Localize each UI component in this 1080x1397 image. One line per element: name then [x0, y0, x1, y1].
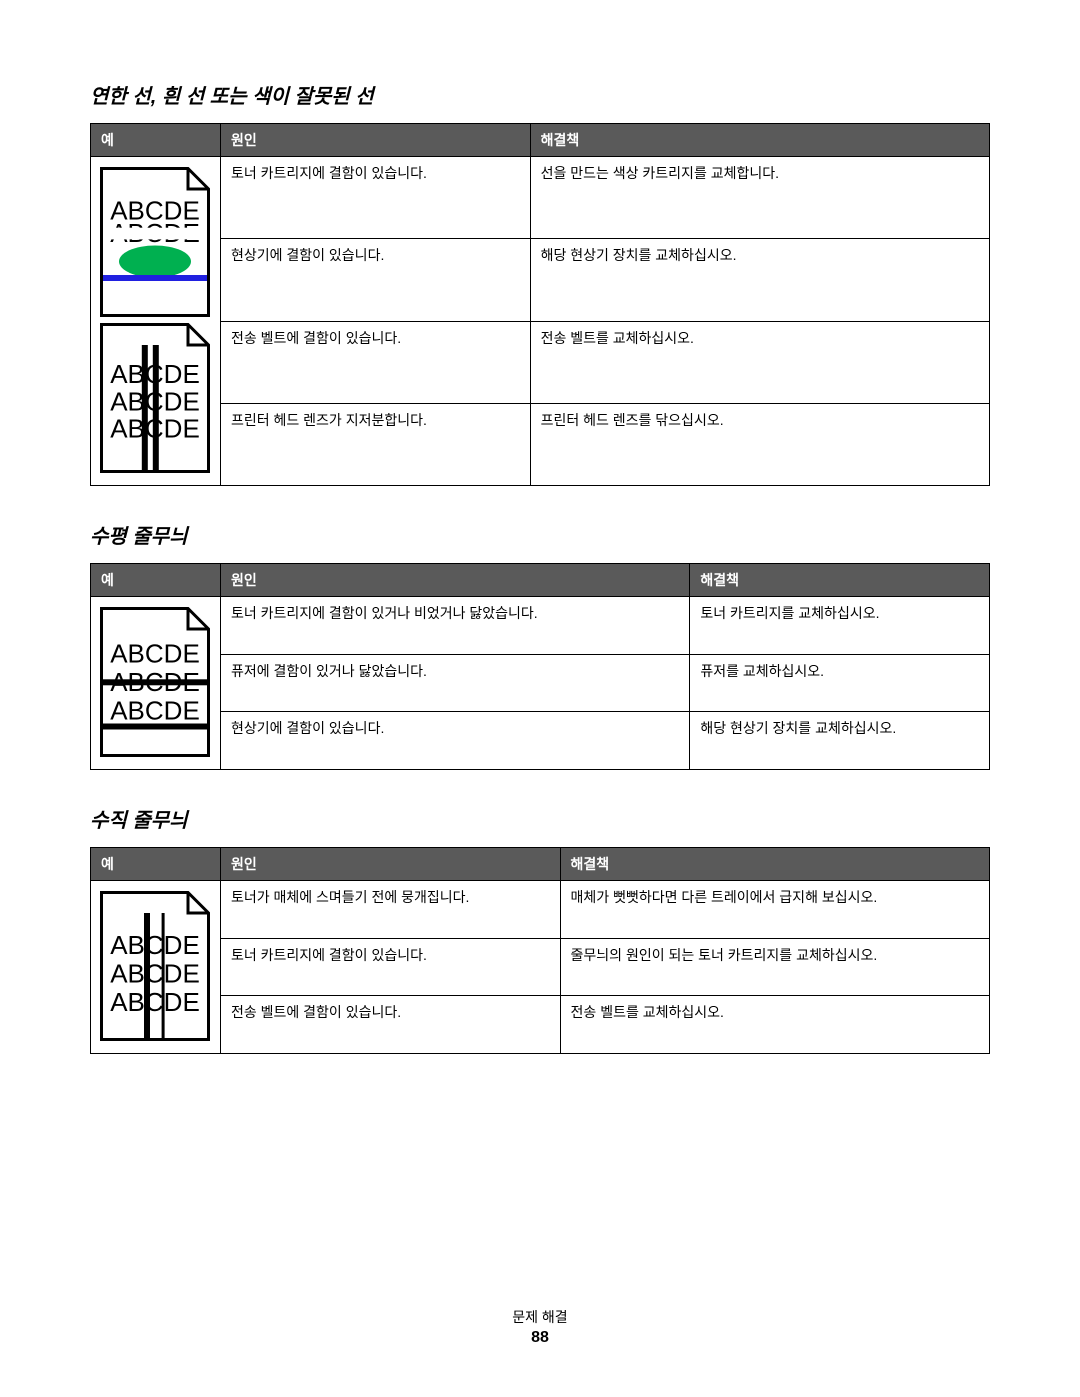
column-header: 해결책	[560, 848, 989, 881]
column-header: 원인	[220, 564, 689, 597]
column-header: 해결책	[530, 124, 989, 157]
table-row: 토너 카트리지에 결함이 있습니다.줄무늬의 원인이 되는 토너 카트리지를 교…	[91, 938, 990, 996]
cause-cell: 현상기에 결함이 있습니다.	[220, 712, 689, 770]
section-title: 연한 선, 흰 선 또는 색이 잘못된 선	[90, 80, 990, 109]
cause-cell: 토너 카트리지에 결함이 있거나 비었거나 닳았습니다.	[220, 597, 689, 655]
solution-cell: 전송 벨트를 교체하십시오.	[530, 321, 989, 403]
svg-text:ABCDE: ABCDE	[111, 930, 201, 960]
example-illustration: ABCDEABCDEABCDE	[100, 607, 210, 757]
cause-cell: 전송 벨트에 결함이 있습니다.	[220, 321, 530, 403]
cause-cell: 토너 카트리지에 결함이 있습니다.	[220, 938, 560, 996]
example-illustration: ABCDEABCDEABCDE	[100, 891, 210, 1041]
table-row: 퓨저에 결함이 있거나 닳았습니다.퓨저를 교체하십시오.	[91, 654, 990, 712]
troubleshoot-table: 예원인해결책ABCDEABCDEABCDE토너가 매체에 스며들기 전에 뭉개집…	[90, 847, 990, 1054]
column-header: 예	[91, 564, 221, 597]
section-title: 수직 줄무늬	[90, 804, 990, 833]
table-row: ABCDEABCDEABCDE토너가 매체에 스며들기 전에 뭉개집니다.매체가…	[91, 881, 990, 939]
table-row: ABCDEABCDEABCDEABCDEABCDE토너 카트리지에 결함이 있습…	[91, 157, 990, 239]
cause-cell: 퓨저에 결함이 있거나 닳았습니다.	[220, 654, 689, 712]
solution-cell: 줄무늬의 원인이 되는 토너 카트리지를 교체하십시오.	[560, 938, 989, 996]
troubleshoot-section: 수직 줄무늬예원인해결책ABCDEABCDEABCDE토너가 매체에 스며들기 …	[90, 804, 990, 1054]
page-number: 88	[0, 1329, 1080, 1347]
solution-cell: 퓨저를 교체하십시오.	[690, 654, 990, 712]
svg-text:ABCDE: ABCDE	[111, 696, 201, 726]
troubleshoot-table: 예원인해결책ABCDEABCDEABCDEABCDEABCDE토너 카트리지에 …	[90, 123, 990, 486]
solution-cell: 해당 현상기 장치를 교체하십시오.	[530, 239, 989, 321]
example-cell: ABCDEABCDEABCDE	[91, 881, 221, 1054]
example-cell: ABCDEABCDEABCDE	[91, 597, 221, 770]
example-cell: ABCDEABCDEABCDEABCDEABCDE	[91, 157, 221, 486]
cause-cell: 현상기에 결함이 있습니다.	[220, 239, 530, 321]
column-header: 원인	[220, 124, 530, 157]
table-row: 현상기에 결함이 있습니다.해당 현상기 장치를 교체하십시오.	[91, 712, 990, 770]
solution-cell: 토너 카트리지를 교체하십시오.	[690, 597, 990, 655]
solution-cell: 매체가 뻣뻣하다면 다른 트레이에서 급지해 보십시오.	[560, 881, 989, 939]
footer-label: 문제 해결	[0, 1307, 1080, 1327]
svg-text:ABCDE: ABCDE	[111, 639, 201, 669]
column-header: 원인	[220, 848, 560, 881]
solution-cell: 전송 벨트를 교체하십시오.	[560, 996, 989, 1054]
column-header: 해결책	[690, 564, 990, 597]
table-row: 프린터 헤드 렌즈가 지저분합니다.프린터 헤드 렌즈를 닦으십시오.	[91, 403, 990, 485]
cause-cell: 토너 카트리지에 결함이 있습니다.	[220, 157, 530, 239]
troubleshoot-table: 예원인해결책ABCDEABCDEABCDE토너 카트리지에 결함이 있거나 비었…	[90, 563, 990, 770]
solution-cell: 프린터 헤드 렌즈를 닦으십시오.	[530, 403, 989, 485]
example-illustration: ABCDEABCDEABCDE	[100, 323, 210, 473]
column-header: 예	[91, 124, 221, 157]
example-illustration: ABCDEABCDE	[100, 167, 210, 317]
svg-text:ABCDE: ABCDE	[111, 959, 201, 989]
troubleshoot-section: 연한 선, 흰 선 또는 색이 잘못된 선예원인해결책ABCDEABCDEABC…	[90, 80, 990, 486]
cause-cell: 전송 벨트에 결함이 있습니다.	[220, 996, 560, 1054]
troubleshoot-section: 수평 줄무늬예원인해결책ABCDEABCDEABCDE토너 카트리지에 결함이 …	[90, 520, 990, 770]
table-row: 전송 벨트에 결함이 있습니다.전송 벨트를 교체하십시오.	[91, 321, 990, 403]
table-row: 전송 벨트에 결함이 있습니다.전송 벨트를 교체하십시오.	[91, 996, 990, 1054]
solution-cell: 선을 만드는 색상 카트리지를 교체합니다.	[530, 157, 989, 239]
table-row: ABCDEABCDEABCDE토너 카트리지에 결함이 있거나 비었거나 닳았습…	[91, 597, 990, 655]
solution-cell: 해당 현상기 장치를 교체하십시오.	[690, 712, 990, 770]
table-row: 현상기에 결함이 있습니다.해당 현상기 장치를 교체하십시오.	[91, 239, 990, 321]
column-header: 예	[91, 848, 221, 881]
cause-cell: 토너가 매체에 스며들기 전에 뭉개집니다.	[220, 881, 560, 939]
svg-text:ABCDE: ABCDE	[111, 987, 201, 1017]
section-title: 수평 줄무늬	[90, 520, 990, 549]
cause-cell: 프린터 헤드 렌즈가 지저분합니다.	[220, 403, 530, 485]
